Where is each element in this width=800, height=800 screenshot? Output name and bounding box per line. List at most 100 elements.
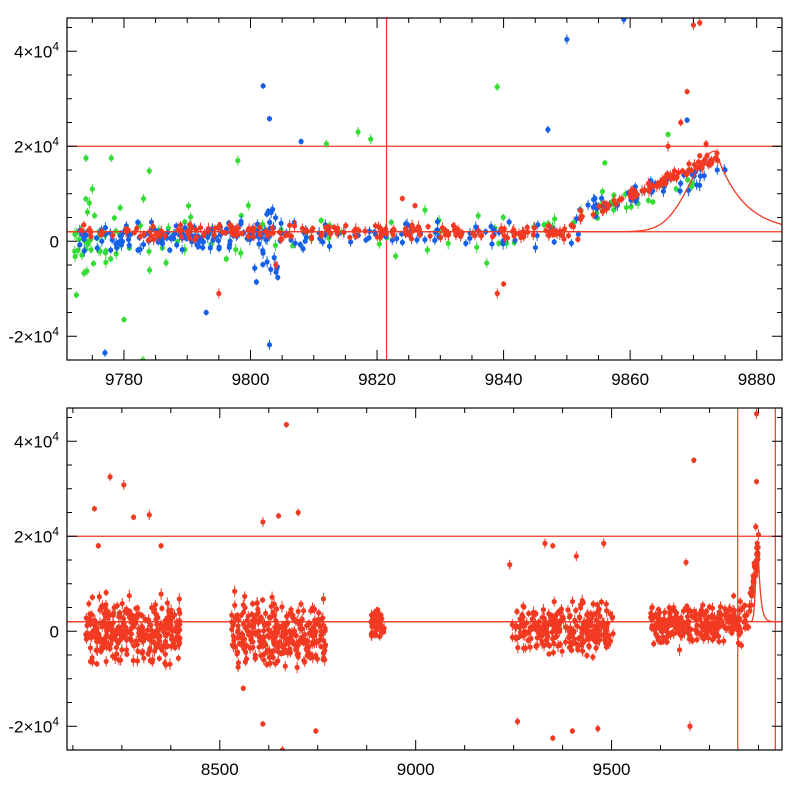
data-point: [472, 232, 478, 239]
data-point: [691, 457, 697, 463]
data-point: [656, 182, 663, 188]
data-point: [124, 651, 130, 657]
data-point: [527, 644, 533, 650]
data-point: [584, 652, 590, 659]
data-point: [602, 631, 609, 638]
data-point: [245, 202, 251, 209]
data-point: [702, 627, 708, 633]
data-point: [304, 622, 310, 629]
data-point: [308, 234, 315, 240]
x-tick-label: 9500: [593, 760, 631, 779]
data-point: [97, 639, 103, 645]
data-point: [146, 168, 152, 174]
data-point: [297, 621, 303, 628]
data-point: [577, 207, 583, 214]
data-point: [124, 635, 130, 641]
data-point: [585, 611, 591, 617]
data-point: [302, 659, 308, 665]
data-point: [668, 176, 674, 182]
data-point: [129, 638, 135, 644]
data-point: [514, 608, 520, 615]
data-point: [712, 633, 718, 639]
data-point: [302, 238, 308, 244]
data-point: [270, 638, 277, 644]
data-point: [496, 240, 502, 246]
data-point: [123, 647, 130, 653]
data-point: [101, 640, 107, 646]
data-point: [475, 213, 481, 219]
data-point: [153, 231, 159, 237]
data-point: [631, 188, 638, 194]
data-point: [232, 602, 238, 608]
data-point: [298, 601, 304, 607]
data-point: [519, 612, 525, 618]
data-point: [685, 177, 691, 183]
data-point: [105, 642, 112, 648]
data-point: [603, 601, 609, 607]
data-point: [260, 597, 266, 603]
data-point: [288, 637, 295, 643]
series-red: [83, 408, 762, 750]
data-point: [207, 245, 213, 251]
data-point: [311, 623, 318, 629]
data-point: [711, 629, 717, 635]
data-point: [325, 226, 332, 232]
data-point: [139, 624, 145, 630]
data-point: [699, 607, 705, 614]
data-point: [287, 650, 294, 656]
data-point: [567, 639, 573, 646]
data-point: [316, 622, 322, 628]
data-point: [81, 236, 87, 242]
data-point: [294, 664, 300, 671]
data-point: [577, 634, 583, 640]
data-point: [559, 648, 565, 654]
data-point: [89, 629, 95, 636]
data-point: [694, 636, 700, 643]
data-point: [165, 631, 171, 637]
data-point: [376, 241, 382, 247]
data-point: [200, 244, 206, 251]
data-point: [571, 636, 577, 642]
data-point: [249, 611, 255, 617]
data-point: [260, 721, 266, 727]
data-point: [205, 225, 212, 232]
data-point: [671, 620, 678, 626]
data-point: [656, 623, 662, 629]
y-tick-label: -2×104: [8, 714, 59, 736]
data-point: [246, 629, 252, 635]
data-point: [249, 601, 256, 607]
data-point: [541, 642, 547, 649]
data-point: [595, 639, 601, 645]
data-point: [658, 628, 665, 635]
data-point: [144, 627, 151, 633]
data-point: [579, 640, 586, 646]
data-point: [275, 658, 281, 664]
data-point: [192, 237, 198, 243]
data-point: [271, 648, 277, 654]
data-point: [671, 631, 677, 637]
data-point: [126, 242, 132, 248]
data-point: [254, 600, 260, 606]
x-tick-label: 9800: [232, 370, 270, 389]
data-point: [179, 234, 185, 240]
data-point: [135, 648, 141, 654]
data-point: [693, 616, 699, 622]
data-point: [96, 631, 102, 637]
data-point: [664, 639, 670, 645]
data-point: [602, 160, 608, 166]
data-point: [223, 256, 229, 262]
data-point: [394, 235, 400, 242]
series-blue: [77, 18, 728, 357]
data-point: [179, 247, 185, 253]
data-point: [169, 627, 176, 633]
data-point: [463, 240, 469, 246]
data-point: [238, 250, 244, 256]
x-tick-label: 9860: [611, 370, 649, 389]
data-point: [260, 519, 266, 525]
data-point: [678, 119, 684, 126]
data-point: [159, 605, 165, 611]
data-point: [288, 606, 294, 613]
data-point: [182, 219, 188, 225]
data-point: [662, 609, 668, 615]
data-point: [129, 612, 135, 618]
